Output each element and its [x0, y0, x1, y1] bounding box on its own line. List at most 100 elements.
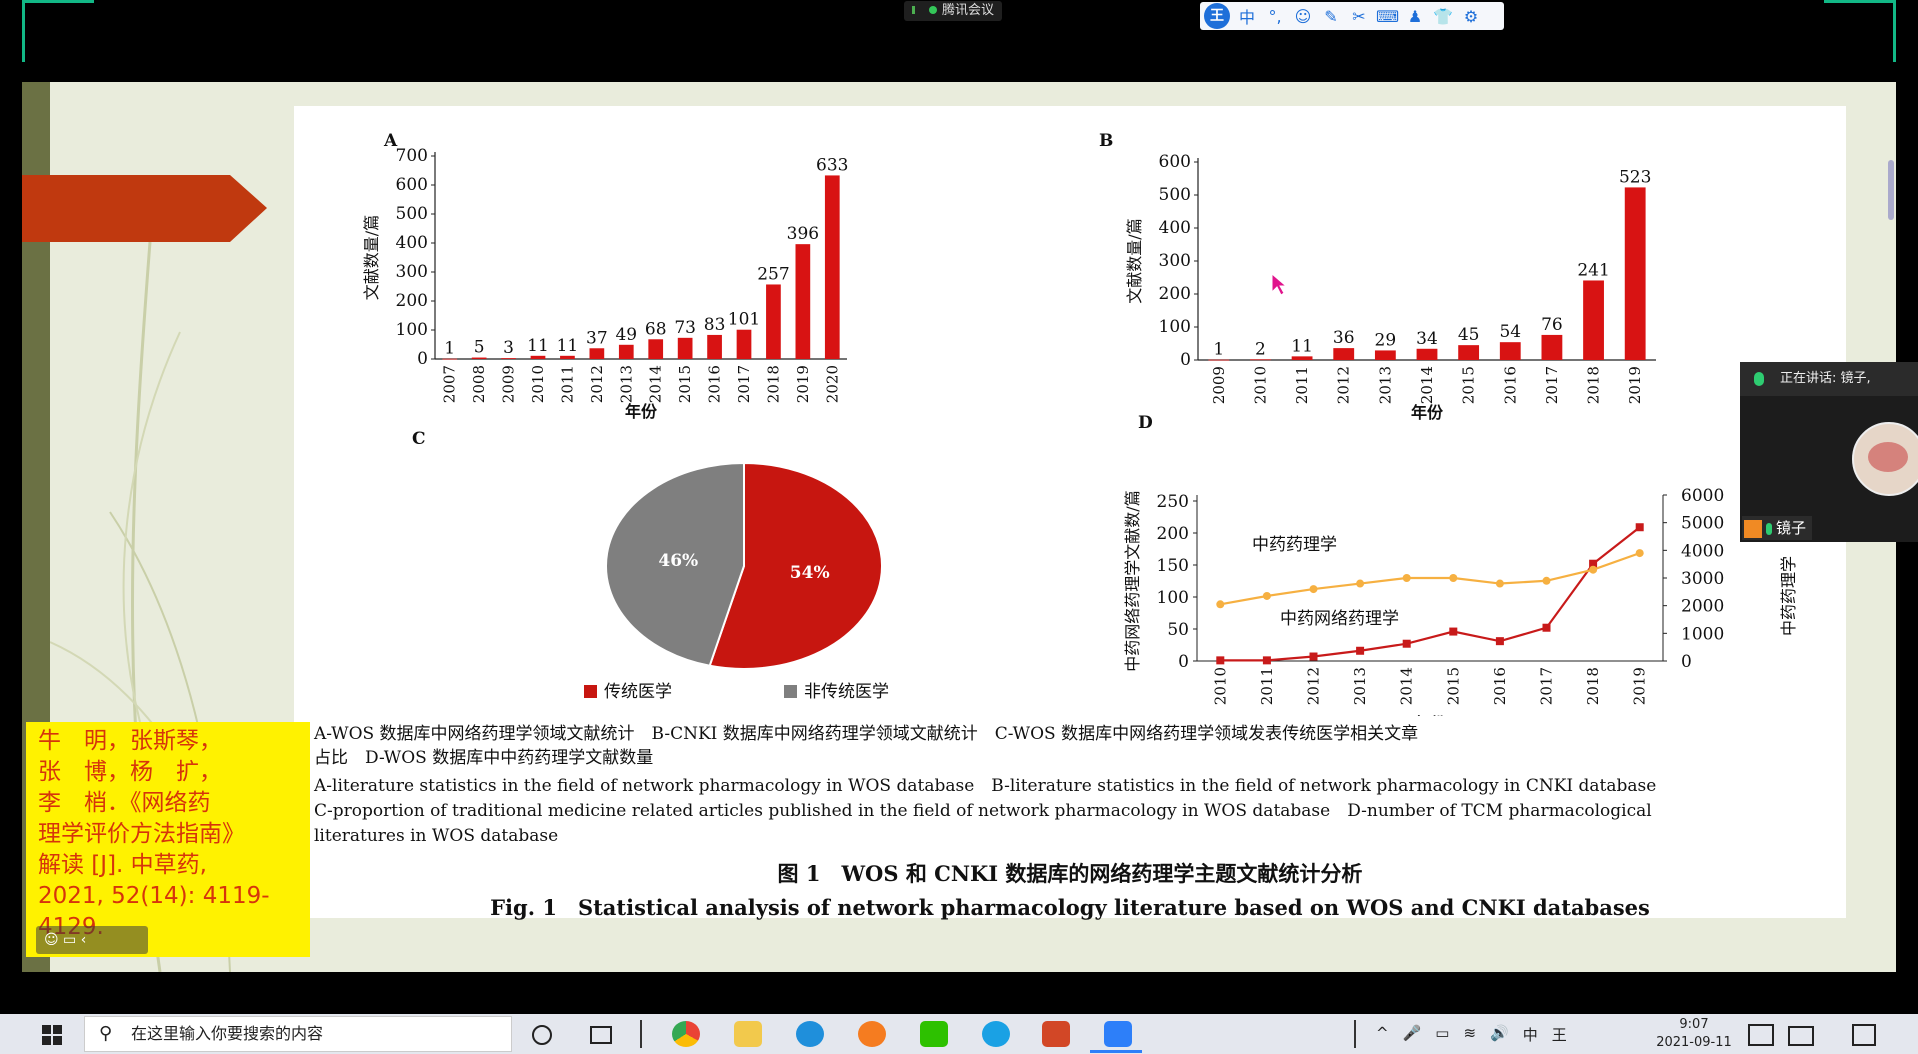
series-label: 中药药理学	[1252, 535, 1337, 555]
ime-scissors-icon[interactable]: ✂	[1348, 7, 1370, 26]
status-dot-icon	[929, 6, 937, 14]
x-tick-label: 2015	[1444, 667, 1462, 705]
caption-en-line: A-literature statistics in the field of …	[314, 774, 1834, 799]
y-left-tick-label: 150	[1157, 556, 1189, 576]
y-right-tick-label: 1000	[1681, 624, 1724, 644]
ime-skin-icon[interactable]: 👕	[1432, 7, 1454, 26]
x-tick-label: 2019	[1631, 667, 1649, 705]
file-explorer-icon[interactable]	[734, 1021, 762, 1047]
data-point	[1310, 653, 1318, 661]
ime-handwrite-icon[interactable]: ✎	[1320, 7, 1342, 26]
mail-icon[interactable]	[1788, 1026, 1814, 1046]
data-point	[1543, 577, 1551, 585]
bar	[531, 356, 546, 359]
ime-logo-icon[interactable]: 王	[1204, 3, 1230, 29]
tencent-meeting-icon[interactable]	[1104, 1021, 1132, 1047]
x-axis-title: 年份	[1414, 714, 1447, 716]
y-axis-right-title: 中药药理学	[1779, 556, 1798, 636]
tray-expand-icon[interactable]: ^	[1376, 1024, 1389, 1045]
system-tray[interactable]: ^ 🎤 ▭ ≋ 🔊 中 王	[1376, 1024, 1567, 1045]
ime-toolbar[interactable]: 王 中 °, ☺ ✎ ✂ ⌨ ♟ 👕 ⚙	[1200, 2, 1504, 30]
search-icon: ⚲	[99, 1017, 112, 1051]
slide-mini-toolbar[interactable]: ☺ ▭ ‹	[36, 926, 148, 954]
tray-mic-icon[interactable]: 🎤	[1403, 1024, 1422, 1045]
data-point	[1543, 624, 1551, 632]
bar-value-label: 76	[1541, 315, 1563, 335]
ime-settings-icon[interactable]: ⚙	[1460, 7, 1482, 26]
x-tick-label: 2014	[1398, 667, 1416, 705]
data-point	[1496, 637, 1504, 645]
x-tick-label: 2017	[735, 365, 753, 403]
ime-user-icon[interactable]: ♟	[1404, 7, 1426, 26]
caption-english: A-literature statistics in the field of …	[314, 774, 1834, 849]
x-tick-label: 2009	[1210, 366, 1228, 404]
ime-punctuation-icon[interactable]: °,	[1264, 7, 1286, 26]
data-point	[1403, 640, 1411, 648]
bar	[501, 358, 516, 359]
y-axis-left-title: 中药网络药理学文献数/篇	[1123, 490, 1142, 671]
wechat-icon[interactable]	[920, 1021, 948, 1047]
y-tick-label: 400	[1159, 218, 1191, 238]
bar	[1333, 348, 1354, 360]
y-tick-label: 400	[396, 233, 428, 253]
windows-start-icon[interactable]	[42, 1025, 62, 1045]
chrome-icon[interactable]	[672, 1021, 700, 1047]
bar	[590, 348, 605, 359]
volume-slider[interactable]	[1888, 160, 1894, 220]
pie-percent-label: 46%	[658, 551, 698, 571]
y-tick-label: 300	[396, 262, 428, 282]
ie-icon[interactable]	[982, 1021, 1010, 1047]
y-left-tick-label: 250	[1157, 492, 1189, 512]
edge-icon[interactable]	[796, 1021, 824, 1047]
task-view-icon[interactable]	[590, 1026, 612, 1044]
tray-volume-icon[interactable]: 🔊	[1490, 1024, 1509, 1045]
bar-value-label: 241	[1577, 260, 1609, 280]
bar	[1375, 350, 1396, 360]
y-tick-label: 300	[1159, 251, 1191, 271]
x-tick-label: 2010	[1251, 366, 1269, 404]
tray-battery-icon[interactable]: ▭	[1435, 1024, 1449, 1045]
x-tick-label: 2010	[1211, 667, 1229, 705]
bar	[1292, 356, 1313, 360]
ime-chinese-mode[interactable]: 中	[1236, 4, 1258, 28]
bar	[619, 345, 634, 359]
meeting-title[interactable]: 腾讯会议	[904, 1, 1002, 21]
x-tick-label: 2012	[1335, 366, 1353, 404]
x-tick-label: 2020	[823, 365, 841, 403]
bar	[1625, 187, 1646, 360]
speaker-panel[interactable]: 正在讲话: 镜子, 镜子	[1740, 362, 1918, 542]
notification-icon[interactable]	[1748, 1024, 1774, 1046]
tray-ime-icon[interactable]: 中	[1523, 1024, 1538, 1045]
pie-percent-label: 54%	[790, 563, 830, 583]
x-tick-label: 2010	[529, 365, 547, 403]
taskbar-clock[interactable]: 9:07 2021-09-11	[1646, 1016, 1742, 1052]
tray-wifi-icon[interactable]: ≋	[1463, 1024, 1476, 1045]
data-point	[1310, 585, 1318, 593]
action-center-icon[interactable]	[1852, 1024, 1876, 1046]
data-point	[1216, 656, 1224, 664]
ime-keyboard-icon[interactable]: ⌨	[1376, 7, 1398, 26]
window-corner-marker	[22, 0, 25, 62]
bar-value-label: 11	[1291, 336, 1313, 356]
y-tick-label: 500	[1159, 185, 1191, 205]
active-app-indicator	[1090, 1050, 1142, 1053]
cortana-icon[interactable]	[532, 1025, 552, 1045]
app-orange-icon[interactable]	[858, 1021, 886, 1047]
powerpoint-icon[interactable]	[1042, 1021, 1070, 1047]
x-tick-label: 2009	[500, 365, 518, 403]
clock-time: 9:07	[1646, 1016, 1742, 1034]
tray-sogou-icon[interactable]: 王	[1552, 1024, 1567, 1045]
taskbar-search-input[interactable]: ⚲ 在这里输入你要搜索的内容	[84, 1016, 512, 1052]
bar-value-label: 54	[1499, 322, 1521, 342]
figure-panel: A B C D 01002003004005006007001200752008…	[294, 106, 1846, 918]
shared-slide: A B C D 01002003004005006007001200752008…	[22, 82, 1896, 972]
legend-swatch	[584, 685, 597, 698]
window-corner-marker	[1824, 0, 1896, 3]
panel-label-b: B	[1099, 131, 1113, 151]
bar	[825, 175, 840, 359]
legend-label: 非传统医学	[804, 682, 889, 702]
ime-emoji-icon[interactable]: ☺	[1292, 7, 1314, 26]
signal-icon	[912, 6, 925, 14]
y-axis-title: 文献数量/篇	[362, 215, 381, 300]
caption-zh-line: A-WOS 数据库中网络药理学领域文献统计 B-CNKI 数据库中网络药理学领域…	[314, 722, 1834, 746]
